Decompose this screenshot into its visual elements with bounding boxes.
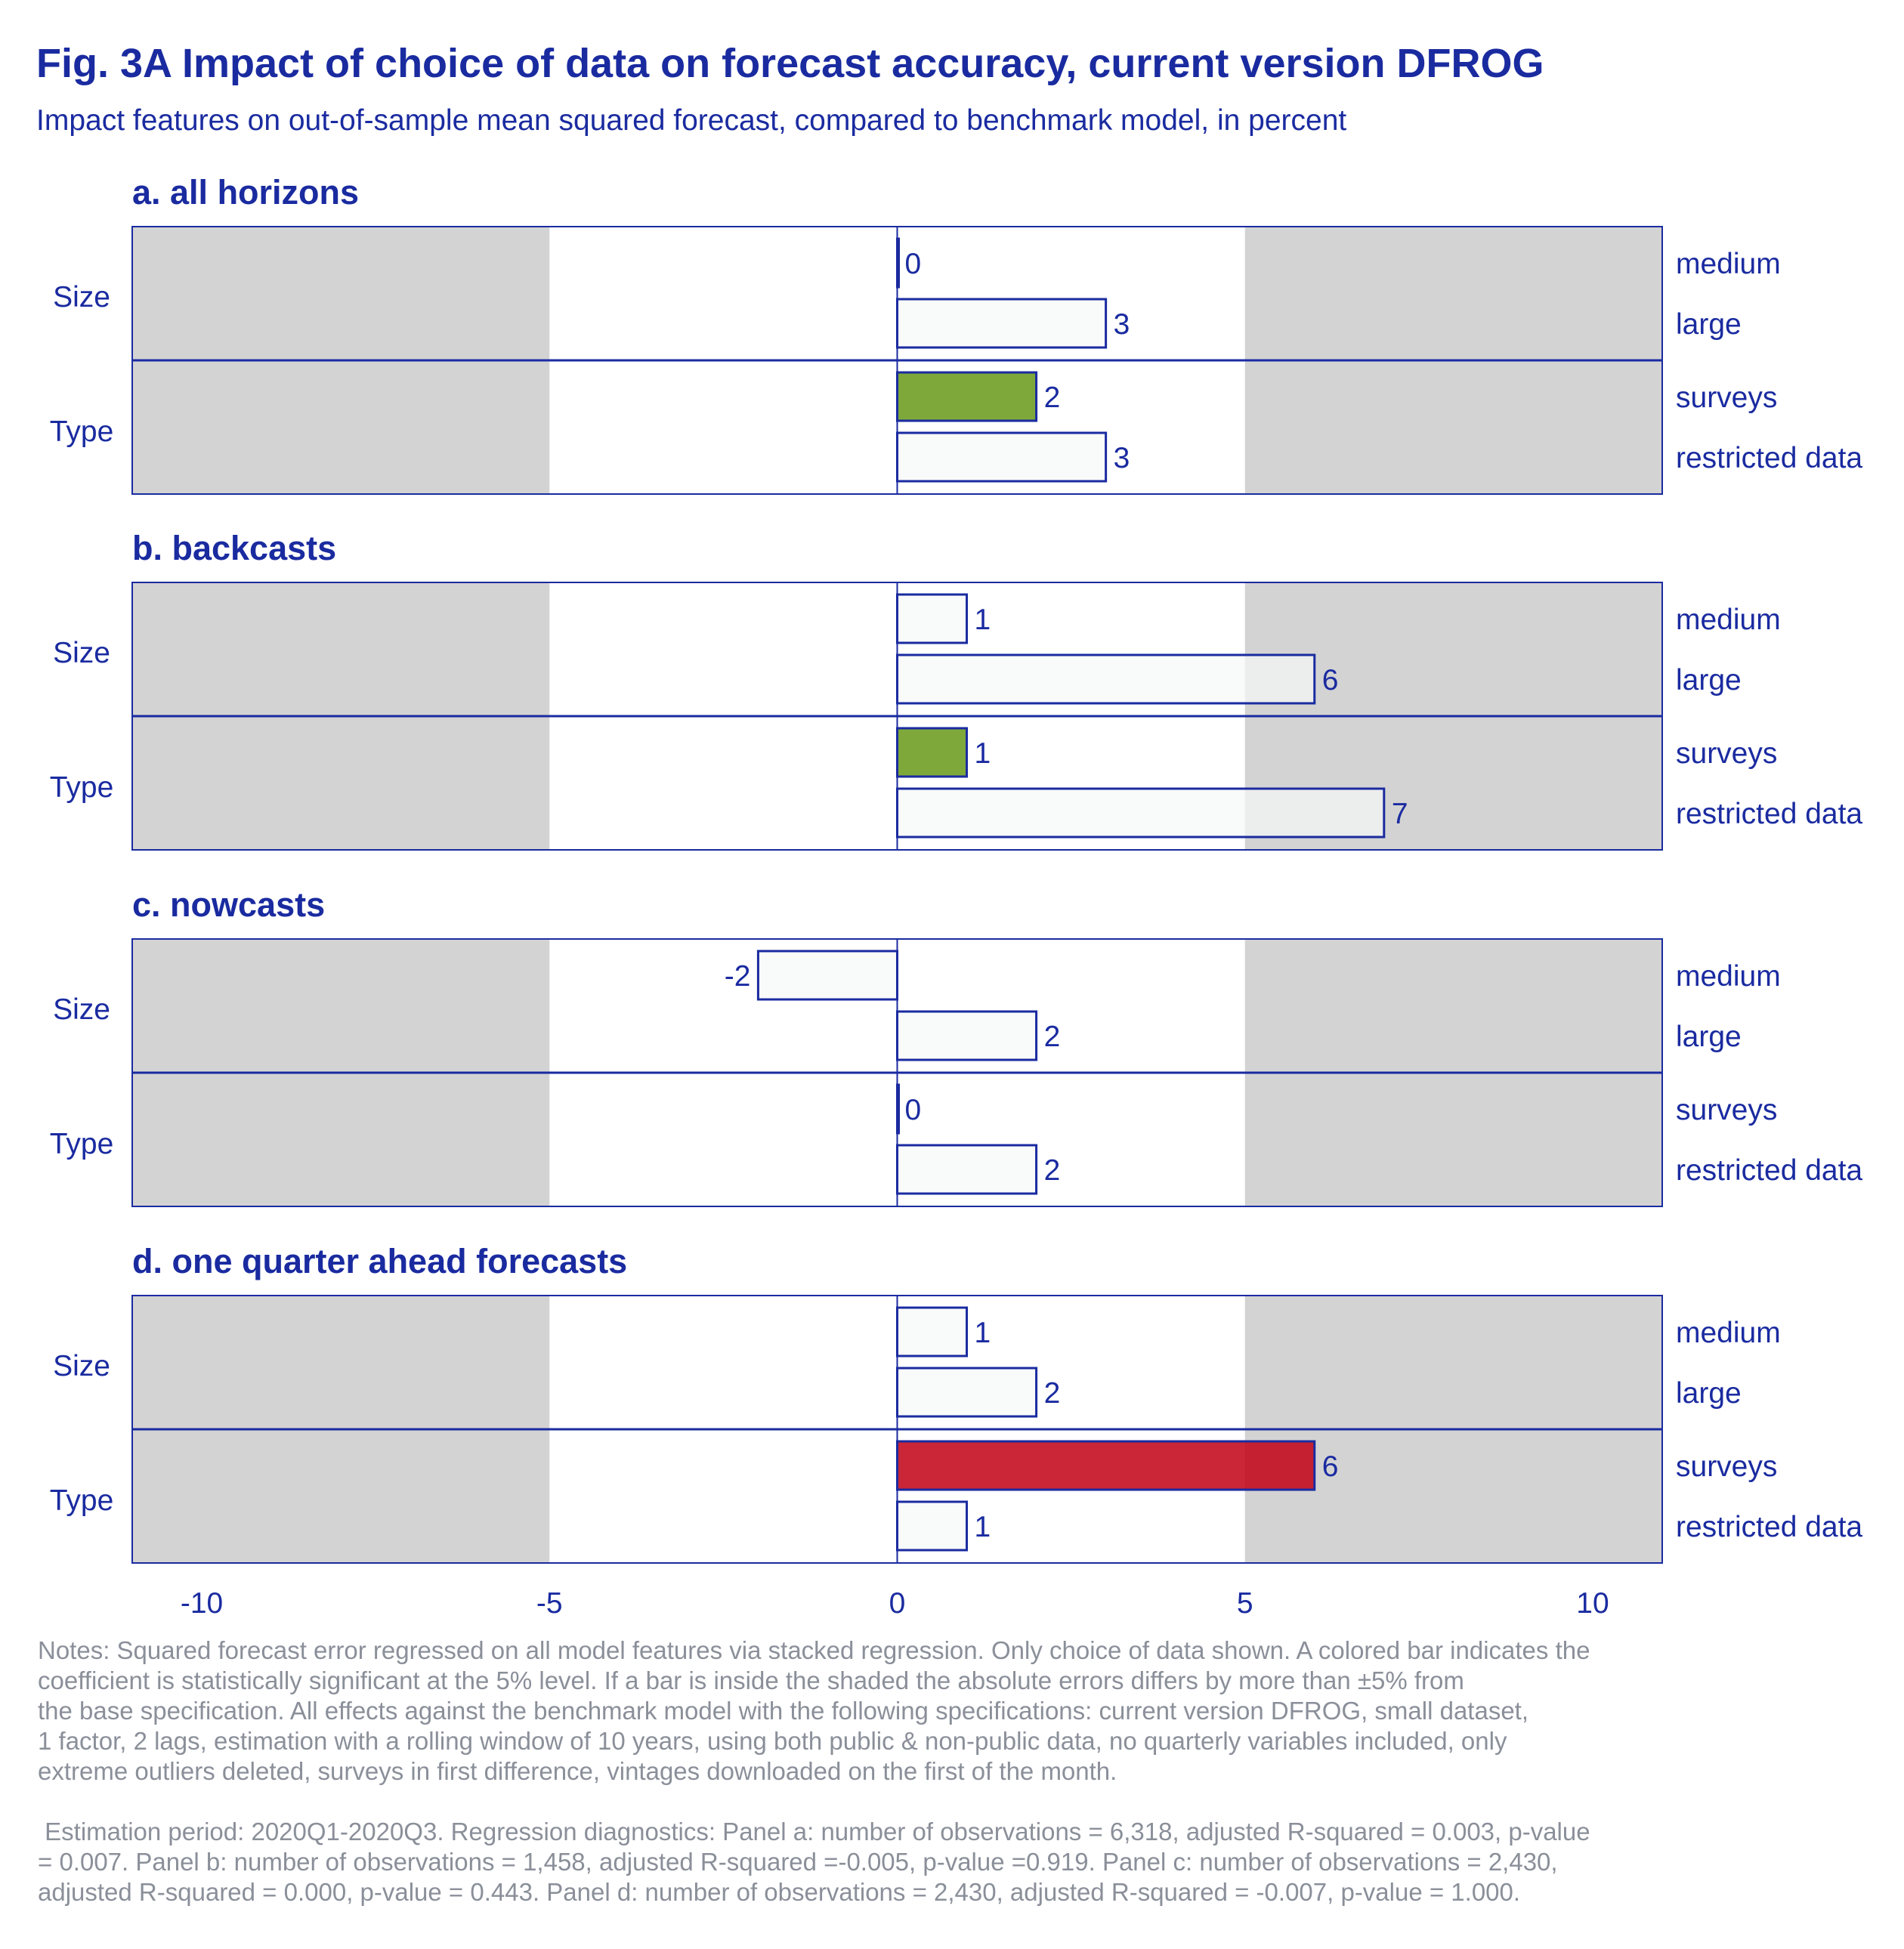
group-label: Type (50, 1484, 114, 1517)
chart-subtitle: Impact features on out-of-sample mean sq… (36, 104, 1346, 137)
panel-a: a. all horizons 0 medium 3 large 2 surveys 3 res… (50, 173, 1862, 495)
figure-chart: Fig. 3A Impact of choice of data on fore… (36, 41, 1862, 1620)
group-label: Size (53, 637, 110, 669)
x-tick-label: 0 (889, 1587, 906, 1620)
category-label: medium (1676, 604, 1781, 636)
bar-large (896, 653, 1316, 705)
x-tick-label: -10 (181, 1587, 223, 1620)
category-label: surveys (1676, 1450, 1777, 1483)
bar-large (896, 1010, 1038, 1061)
bar-medium (756, 950, 899, 1001)
category-label: surveys (1676, 381, 1777, 414)
group-label: Type (50, 415, 114, 448)
bar-value-label: 0 (905, 248, 922, 280)
x-tick-label: 10 (1576, 1587, 1609, 1620)
category-label: large (1676, 664, 1742, 697)
bar-medium (896, 1306, 969, 1358)
chart-title: Fig. 3A Impact of choice of data on fore… (36, 41, 1544, 86)
category-label: large (1676, 1021, 1742, 1053)
bar-surveys (896, 1440, 1316, 1491)
group-label: Type (50, 1128, 114, 1160)
bar-value-label: 2 (1044, 381, 1061, 414)
category-label: surveys (1676, 1094, 1777, 1126)
bar-large (896, 1367, 1038, 1418)
group-label: Type (50, 771, 114, 804)
panel-frame (131, 1295, 1663, 1564)
bar-value-label: 1 (975, 737, 991, 770)
bar-value-label: 2 (1044, 1154, 1061, 1187)
diagnostics-paragraph: Estimation period: 2020Q1-2020Q3. Regres… (38, 1818, 1590, 1906)
panel-c: c. nowcasts -2 medium 2 large 0 surveys 2 restri… (50, 885, 1862, 1207)
bar-value-label: -2 (725, 960, 751, 993)
bar-value-label: 3 (1114, 308, 1130, 341)
bar-value-label: 1 (975, 1317, 991, 1349)
panels: a. all horizons 0 medium 3 large 2 surveys 3 res… (50, 173, 1862, 1564)
category-label: medium (1676, 1317, 1781, 1349)
bar-value-label: 6 (1322, 1450, 1339, 1483)
category-label: restricted data (1676, 798, 1862, 830)
group-label: Size (53, 281, 110, 314)
category-label: large (1676, 1377, 1742, 1410)
bar-value-label: 7 (1392, 798, 1408, 830)
bar-value-label: 6 (1322, 664, 1339, 697)
bar-surveys (896, 727, 969, 778)
bar-value-label: 1 (975, 604, 991, 636)
category-label: large (1676, 308, 1742, 341)
panel-title: a. all horizons (132, 173, 359, 212)
bar-large (896, 298, 1108, 349)
group-label: Size (53, 1350, 110, 1382)
category-label: medium (1676, 960, 1781, 993)
bar-surveys (896, 371, 1038, 422)
panel-d: d. one quarter ahead forecasts 1 medium 2 la… (50, 1242, 1862, 1564)
bar-medium (896, 593, 969, 644)
bar-value-label: 3 (1114, 442, 1130, 474)
bar-value-label: 2 (1044, 1021, 1061, 1053)
panel-frame (131, 582, 1663, 851)
panel-title: d. one quarter ahead forecasts (132, 1242, 627, 1280)
category-label: restricted data (1676, 442, 1862, 474)
panel-frame (131, 226, 1663, 495)
group-label: Size (53, 993, 110, 1026)
bar-restricted-data (896, 787, 1386, 839)
bar-restricted-data (896, 1144, 1038, 1195)
x-tick-label: -5 (536, 1587, 563, 1620)
panel-title: c. nowcasts (132, 885, 325, 924)
category-label: restricted data (1676, 1511, 1862, 1543)
category-label: medium (1676, 248, 1781, 280)
bar-value-label: 0 (905, 1094, 922, 1126)
x-tick-label: 5 (1237, 1587, 1253, 1620)
panel-b: b. backcasts 1 medium 6 large 1 surveys 7 restri… (50, 529, 1862, 851)
notes-paragraph: Notes: Squared forecast error regressed … (38, 1636, 1590, 1785)
category-label: restricted data (1676, 1154, 1862, 1187)
bar-value-label: 2 (1044, 1377, 1061, 1410)
x-axis: -10 -5 0 5 10 (181, 1587, 1609, 1620)
category-label: surveys (1676, 737, 1777, 770)
bar-restricted-data (896, 1500, 969, 1552)
bar-restricted-data (896, 431, 1108, 483)
panel-frame (131, 938, 1663, 1207)
panel-title: b. backcasts (132, 529, 336, 567)
bar-value-label: 1 (975, 1511, 991, 1543)
